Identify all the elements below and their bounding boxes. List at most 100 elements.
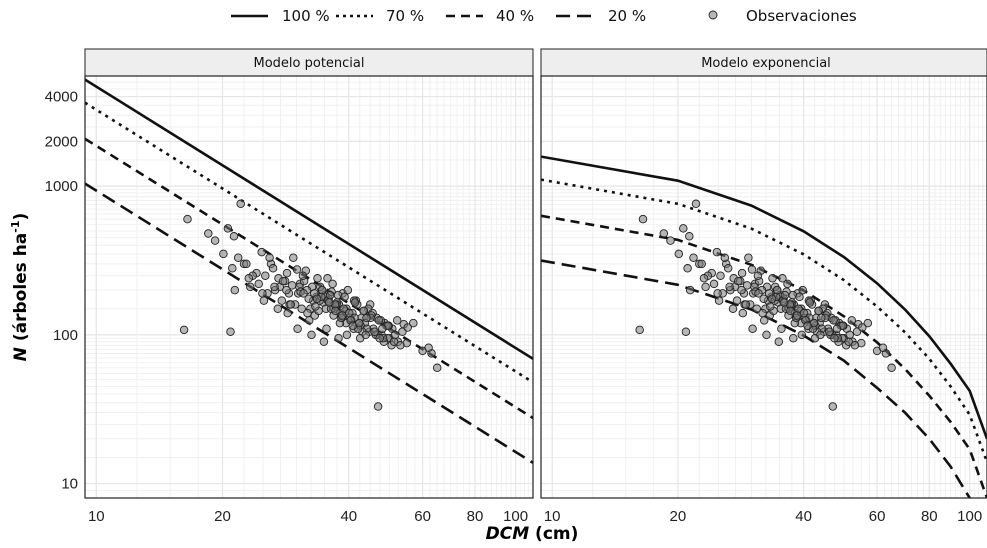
observation-point-potencial-165 xyxy=(396,341,405,350)
observation-point-potencial-1 xyxy=(204,229,213,238)
observation-point-potencial-78 xyxy=(265,253,274,262)
y-axis-title: N (árboles ha-1) xyxy=(9,213,31,362)
observation-point-exponencial-50 xyxy=(723,264,733,273)
observation-point-exponencial-8 xyxy=(681,327,691,336)
panel-exponencial: Modelo exponencial xyxy=(540,48,987,499)
observation-point-potencial-112 xyxy=(375,333,384,343)
observation-point-potencial-170 xyxy=(348,321,358,331)
y-tick-4: 4000 xyxy=(45,89,78,106)
panel-potencial: Modelo potencial xyxy=(84,48,534,499)
observation-point-exponencial-144 xyxy=(773,285,782,295)
observation-point-exponencial-175 xyxy=(738,308,748,318)
observation-point-exponencial-52 xyxy=(737,268,747,278)
observation-point-exponencial-158 xyxy=(697,259,706,269)
observation-point-exponencial-167 xyxy=(825,327,834,336)
observation-point-potencial-160 xyxy=(228,264,237,273)
observation-point-potencial-114 xyxy=(286,300,296,309)
legend: 100 % 70 % 40 % 20 % Observaciones xyxy=(231,7,857,25)
observation-point-exponencial-51 xyxy=(732,296,742,305)
observation-point-exponencial-171 xyxy=(789,333,798,343)
x-tick-exponencial-3: 60 xyxy=(869,508,886,525)
observation-point-potencial-161 xyxy=(392,316,402,325)
observation-point-exponencial-3 xyxy=(674,249,684,259)
observation-point-exponencial-118 xyxy=(777,324,786,333)
observation-point-potencial-157 xyxy=(244,274,254,283)
observation-point-potencial-121 xyxy=(342,330,352,340)
observation-point-exponencial-115 xyxy=(752,304,762,313)
observation-point-potencial-143 xyxy=(311,302,320,311)
observation-point-potencial-172 xyxy=(319,337,329,346)
observation-point-exponencial-142 xyxy=(759,294,768,303)
observation-point-potencial-12 xyxy=(432,363,442,373)
observation-point-exponencial-157 xyxy=(699,274,709,283)
observation-point-potencial-14 xyxy=(424,343,433,352)
panel-points-potencial xyxy=(179,199,442,411)
x-tick-exponencial-1: 20 xyxy=(670,508,687,525)
observation-point-exponencial-146 xyxy=(786,306,795,316)
observation-point-exponencial-150 xyxy=(816,330,825,340)
y-tick-3: 2000 xyxy=(45,133,78,150)
panel-strip-potencial xyxy=(84,48,534,77)
observation-point-exponencial-140 xyxy=(742,281,752,290)
observation-point-potencial-142 xyxy=(304,294,313,303)
observation-point-potencial-175 xyxy=(283,308,292,318)
observation-point-exponencial-121 xyxy=(797,330,807,340)
y-axis-title-close: ) xyxy=(11,213,31,221)
observation-point-potencial-158 xyxy=(242,259,251,269)
observation-point-exponencial-97 xyxy=(829,316,838,325)
observation-point-exponencial-170 xyxy=(803,321,812,331)
observation-point-potencial-174 xyxy=(293,324,302,333)
observation-point-exponencial-2 xyxy=(666,236,675,245)
observation-point-exponencial-156 xyxy=(709,279,719,289)
observation-point-potencial-154 xyxy=(282,285,291,295)
observation-point-exponencial-24 xyxy=(744,253,753,262)
observation-point-exponencial-166 xyxy=(832,324,842,333)
observation-point-exponencial-104 xyxy=(753,271,763,280)
observation-point-potencial-50 xyxy=(268,264,278,273)
observation-point-potencial-63 xyxy=(343,285,353,295)
observation-point-exponencial-154 xyxy=(737,285,746,295)
observation-point-potencial-144 xyxy=(318,285,327,295)
observation-point-exponencial-152 xyxy=(767,294,777,303)
observation-point-potencial-118 xyxy=(322,324,331,333)
observation-point-potencial-173 xyxy=(307,330,316,340)
observation-point-exponencial-109 xyxy=(805,298,815,307)
observation-point-potencial-139 xyxy=(278,276,288,286)
observation-point-potencial-51 xyxy=(277,296,287,305)
observation-point-potencial-101 xyxy=(258,289,267,298)
observation-point-exponencial-114 xyxy=(741,300,751,309)
observation-point-exponencial-10 xyxy=(828,402,838,411)
observation-point-exponencial-78 xyxy=(720,253,730,262)
observation-point-potencial-52 xyxy=(282,268,292,278)
curve-potencial-dashed xyxy=(85,137,533,420)
observation-point-potencial-4 xyxy=(223,224,233,233)
observation-point-exponencial-59 xyxy=(778,274,787,283)
observation-point-exponencial-168 xyxy=(817,313,826,323)
panel-title-exponencial: Modelo exponencial xyxy=(701,56,831,71)
x-tick-potencial-3: 60 xyxy=(414,508,431,525)
x-tick-exponencial-5: 100 xyxy=(957,508,982,525)
legend-label-40: 40 % xyxy=(496,7,534,25)
observation-point-exponencial-116 xyxy=(759,316,769,325)
observation-point-exponencial-5 xyxy=(685,232,694,241)
observation-point-potencial-20 xyxy=(261,271,270,280)
observation-point-exponencial-81 xyxy=(747,265,757,274)
observation-point-exponencial-20 xyxy=(716,271,725,280)
observation-point-exponencial-101 xyxy=(713,289,722,298)
observation-point-exponencial-6 xyxy=(691,199,701,209)
x-tick-exponencial-0: 10 xyxy=(544,508,561,525)
x-tick-potencial-1: 20 xyxy=(214,508,231,525)
observation-point-potencial-145 xyxy=(324,298,334,307)
observation-point-potencial-10 xyxy=(373,402,383,411)
observation-point-potencial-109 xyxy=(350,298,360,307)
observation-point-exponencial-147 xyxy=(792,311,802,320)
observation-point-exponencial-4 xyxy=(679,224,688,233)
observation-point-potencial-6 xyxy=(236,199,245,209)
y-axis-title-sup: -1 xyxy=(9,220,22,232)
observation-point-exponencial-174 xyxy=(748,324,757,333)
panel-points-exponencial xyxy=(635,199,896,411)
observation-point-potencial-76 xyxy=(246,282,255,292)
observation-point-exponencial-17 xyxy=(863,318,873,328)
observation-point-exponencial-163 xyxy=(858,323,867,332)
